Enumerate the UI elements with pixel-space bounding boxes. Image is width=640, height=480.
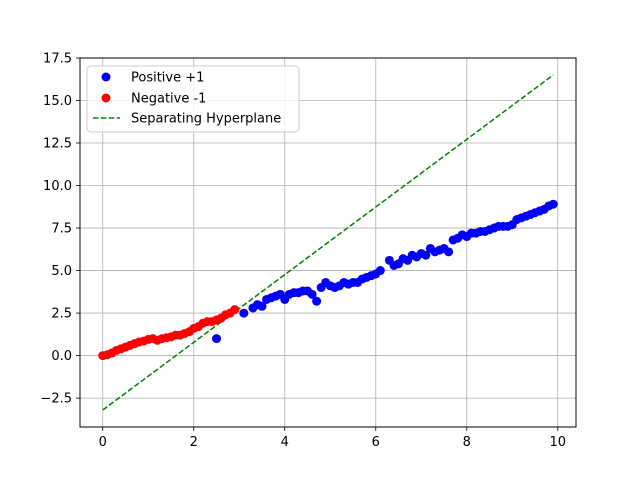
positive-point [421,250,431,260]
y-tick-label: −2.5 [40,392,72,407]
positive-point [444,247,454,257]
positive-point [548,199,558,209]
y-tick-label: 10.0 [43,179,72,194]
x-tick-label: 10 [550,435,567,450]
x-tick-label: 2 [190,435,198,450]
negative-point [230,305,240,315]
x-tick-label: 6 [372,435,380,450]
positive-point [239,308,249,318]
x-tick-label: 0 [99,435,107,450]
legend-marker-negative [101,93,111,103]
y-tick-label: 0.0 [51,349,72,364]
y-tick-label: 12.5 [43,137,72,152]
legend-label-negative: Negative -1 [131,92,206,107]
positive-point [257,301,267,311]
legend-box [86,65,300,133]
hyperplane-line [102,74,554,411]
axes-frame [79,57,577,428]
legend-label-positive: Positive +1 [131,71,204,86]
y-tick-label: 15.0 [43,94,72,109]
legend: Positive +1 Negative -1 Separating Hyper… [86,65,300,133]
y-tick-label: 5.0 [51,264,72,279]
legend-marker-positive [101,72,111,82]
positive-point [307,289,317,299]
x-axis: 0 2 4 6 8 10 [99,427,566,450]
positive-point [212,334,222,344]
x-tick-label: 8 [463,435,471,450]
plot-area [98,74,558,411]
positive-point [375,266,385,276]
y-axis: −2.5 0.0 2.5 5.0 7.5 10.0 12.5 15.0 17.5 [40,52,80,407]
legend-label-hyperplane: Separating Hyperplane [131,112,281,127]
positive-point [312,296,322,306]
x-tick-label: 4 [281,435,289,450]
y-tick-label: 2.5 [51,307,72,322]
y-tick-label: 17.5 [43,52,72,67]
y-tick-label: 7.5 [51,222,72,237]
